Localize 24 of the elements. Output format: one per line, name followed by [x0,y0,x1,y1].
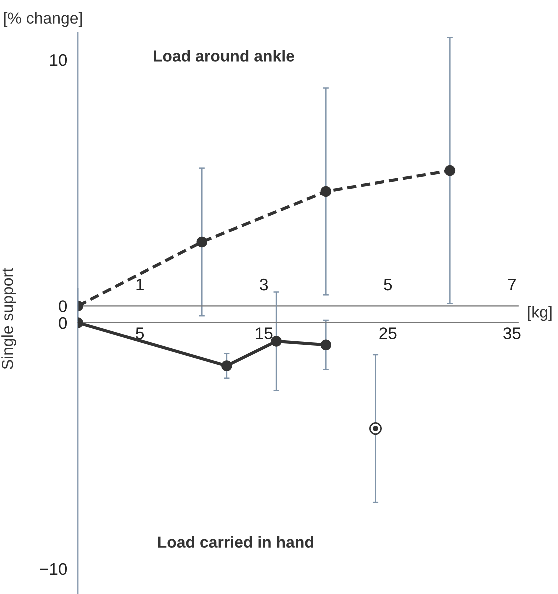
y-tick-label: 0 [59,317,68,330]
x-tick-label: 3 [260,278,268,291]
point [320,186,332,198]
x-tick-label: 15 [256,328,273,340]
x-tick-label: 7 [508,279,516,291]
y-tick-label: −10 [40,563,68,576]
x-tick-label: 1 [136,279,144,291]
x-tick-label: 5 [384,279,392,291]
x-tick-label: 5 [136,328,144,340]
text: Load around ankle [154,50,294,62]
x-tick-label: 35 [504,328,521,340]
x-axis-title: [kg] [528,306,552,322]
point [196,236,208,248]
point [222,360,232,372]
y-tick-label: 10 [50,54,68,66]
point [444,165,456,176]
point [271,336,282,347]
point [320,340,332,351]
y-axis-title: [% change] [4,12,82,28]
x-tick-label: 25 [380,328,397,340]
y-tick-label: 0 [59,300,68,312]
text: Load carried in hand [158,536,314,548]
point [370,422,382,436]
y-axis-title: Single support [2,268,16,370]
